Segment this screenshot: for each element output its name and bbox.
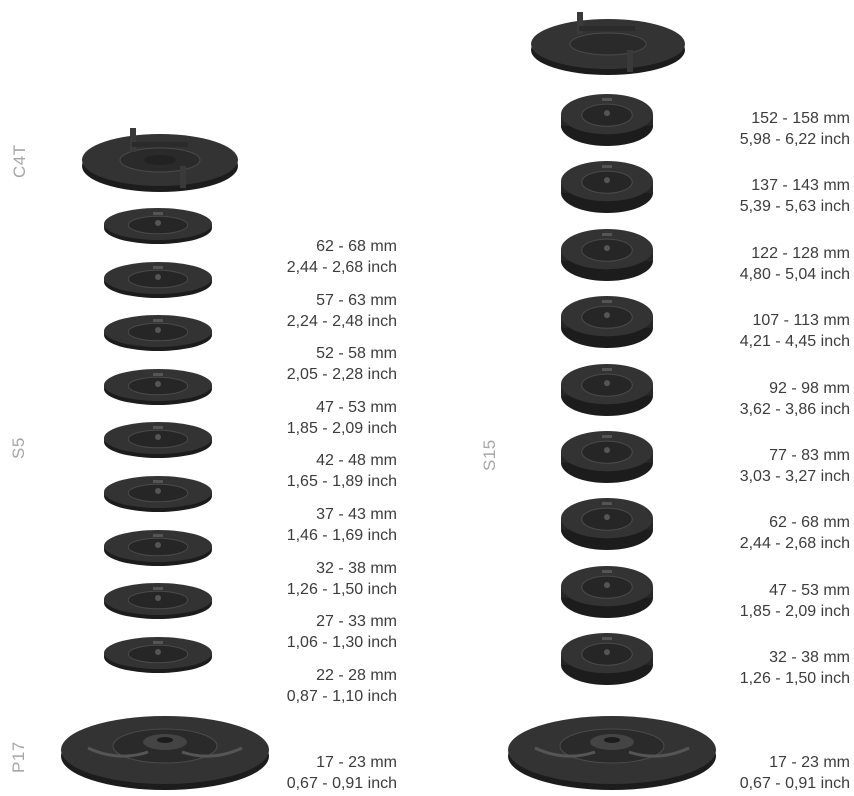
height-spec-inch: 4,21 - 4,45 inch [739, 333, 850, 351]
cap-series-label: C4T [10, 144, 29, 178]
height-spec: 57 - 63 mm 2,24 - 2,48 inch [287, 290, 397, 332]
base-spec-inch: 0,67 - 0,91 inch [739, 775, 850, 792]
height-spec: 32 - 38 mm 1,26 - 1,50 inch [740, 647, 850, 689]
height-spec-mm: 122 - 128 mm [751, 244, 850, 262]
height-spec-mm: 32 - 38 mm [769, 649, 850, 667]
right-column: S15 152 - 158 mm 5,98 - 6,22 inch 137 - 14… [427, 0, 854, 796]
adjuster-disc [561, 633, 653, 686]
height-spec-inch: 5,98 - 6,22 inch [739, 131, 850, 148]
cap-head-c4t [82, 128, 238, 192]
base-spec-mm: 17 - 23 mm [316, 754, 397, 771]
adjuster-disc [104, 529, 212, 566]
height-spec-inch: 4,80 - 5,04 inch [739, 265, 850, 283]
height-spec-inch: 3,03 - 3,27 inch [739, 468, 850, 485]
height-spec-inch: 2,24 - 2,48 inch [286, 312, 397, 330]
height-spec-mm: 32 - 38 mm [316, 559, 397, 577]
height-spec-mm: 107 - 113 mm [752, 312, 850, 330]
base-plate-p17 [61, 716, 269, 790]
height-spec-mm: 47 - 53 mm [316, 398, 397, 416]
height-spec-inch: 3,62 - 3,86 inch [739, 400, 850, 418]
height-spec-mm: 57 - 63 mm [316, 291, 397, 309]
height-spec-mm: 92 - 98 mm [769, 379, 850, 397]
height-spec-inch: 5,39 - 5,63 inch [739, 198, 850, 216]
height-spec-inch: 1,06 - 1,30 inch [286, 634, 397, 652]
height-spec-mm: 52 - 58 mm [316, 345, 397, 363]
base-spec-left: 17 - 23 mm 0,67 - 0,91 inch [287, 752, 397, 794]
adjuster-disc [104, 422, 212, 459]
height-spec: 22 - 28 mm 0,87 - 1,10 inch [287, 665, 397, 707]
adjuster-disc [561, 296, 653, 349]
height-spec-inch: 1,26 - 1,50 inch [286, 580, 397, 598]
height-spec-mm: 77 - 83 mm [769, 447, 850, 464]
adjuster-disc [561, 431, 653, 483]
height-spec-inch: 1,65 - 1,89 inch [286, 473, 397, 491]
height-spec-inch: 1,85 - 2,09 inch [286, 419, 397, 437]
adjuster-disc [561, 228, 653, 281]
height-spec-mm: 42 - 48 mm [316, 452, 397, 470]
base-plate-right [508, 716, 716, 790]
height-spec-inch: 1,46 - 1,69 inch [286, 527, 397, 544]
adjuster-disc [104, 636, 212, 673]
adjuster-disc [561, 363, 653, 416]
height-spec: 62 - 68 mm 2,44 - 2,68 inch [740, 512, 850, 554]
adjuster-disc [104, 208, 212, 244]
height-spec-inch: 2,05 - 2,28 inch [286, 366, 397, 384]
height-spec-mm: 27 - 33 mm [316, 613, 397, 631]
height-spec: 37 - 43 mm 1,46 - 1,69 inch [287, 504, 397, 546]
height-spec-mm: 62 - 68 mm [316, 238, 397, 255]
height-spec: 32 - 38 mm 1,26 - 1,50 inch [287, 558, 397, 600]
height-spec: 107 - 113 mm 4,21 - 4,45 inch [740, 310, 850, 352]
height-spec-inch: 0,87 - 1,10 inch [286, 687, 397, 705]
height-spec-mm: 152 - 158 mm [751, 110, 850, 127]
height-spec-mm: 47 - 53 mm [769, 581, 850, 599]
height-spec-mm: 137 - 143 mm [751, 177, 850, 195]
height-spec: 152 - 158 mm 5,98 - 6,22 inch [740, 108, 850, 150]
base-spec-right: 17 - 23 mm 0,67 - 0,91 inch [740, 752, 850, 794]
adjuster-disc [561, 565, 653, 618]
adjuster-disc [561, 161, 653, 214]
height-spec: 52 - 58 mm 2,05 - 2,28 inch [287, 343, 397, 385]
height-spec: 47 - 53 mm 1,85 - 2,09 inch [287, 397, 397, 439]
stack-series-label: S5 [9, 437, 28, 459]
cap-head-top [531, 12, 685, 75]
adjuster-disc [561, 498, 653, 551]
height-spec: 62 - 68 mm 2,44 - 2,68 inch [287, 236, 397, 278]
adjuster-disc [561, 94, 653, 146]
base-series-label: P17 [9, 741, 28, 773]
adjuster-disc [104, 583, 212, 620]
height-spec: 27 - 33 mm 1,06 - 1,30 inch [287, 611, 397, 653]
stack-series-label: S15 [480, 439, 499, 471]
adjuster-disc [104, 368, 212, 405]
height-spec-mm: 22 - 28 mm [316, 666, 397, 684]
height-spec: 47 - 53 mm 1,85 - 2,09 inch [740, 580, 850, 622]
height-spec-mm: 37 - 43 mm [316, 506, 397, 523]
height-spec: 122 - 128 mm 4,80 - 5,04 inch [740, 243, 850, 285]
left-column: C4T S5 P17 62 - 68 mm 2,44 - 2,68 inch 57 … [9, 128, 397, 794]
height-spec-mm: 62 - 68 mm [769, 514, 850, 532]
height-spec-inch: 2,44 - 2,68 inch [286, 259, 397, 276]
base-spec-mm: 17 - 23 mm [769, 754, 850, 771]
adjuster-disc [104, 261, 212, 298]
base-spec-inch: 0,67 - 0,91 inch [286, 775, 397, 792]
adjuster-disc [104, 476, 212, 512]
height-spec: 92 - 98 mm 3,62 - 3,86 inch [740, 378, 850, 420]
height-spec: 77 - 83 mm 3,03 - 3,27 inch [740, 445, 850, 487]
height-spec-inch: 1,26 - 1,50 inch [739, 670, 850, 688]
height-spec: 137 - 143 mm 5,39 - 5,63 inch [740, 175, 850, 217]
height-spec: 42 - 48 mm 1,65 - 1,89 inch [287, 450, 397, 492]
adjuster-disc [104, 315, 212, 352]
height-spec-inch: 2,44 - 2,68 inch [739, 535, 850, 553]
height-spec-inch: 1,85 - 2,09 inch [739, 602, 850, 620]
